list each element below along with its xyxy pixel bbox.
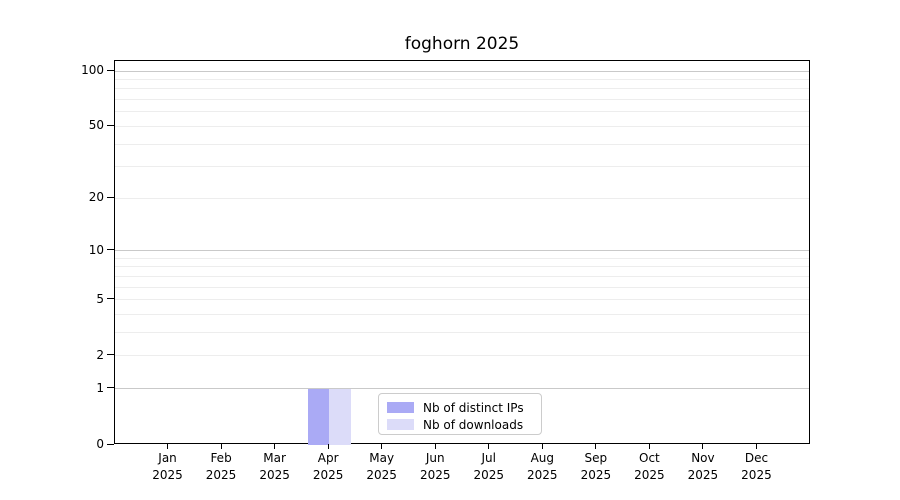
y-gridline-minor — [115, 257, 809, 259]
legend: Nb of distinct IPs Nb of downloads — [378, 393, 542, 435]
x-tick-label: Mar 2025 — [259, 451, 290, 482]
legend-swatch-distinct-ips — [387, 402, 414, 413]
y-tick-mark — [107, 298, 114, 300]
y-tick-mark — [107, 354, 114, 356]
legend-item-distinct-ips: Nb of distinct IPs — [387, 399, 533, 416]
y-tick-label: 10 — [88, 242, 104, 257]
x-tick-label: Aug 2025 — [527, 451, 558, 482]
chart-title: foghorn 2025 — [404, 34, 520, 54]
y-tick-label: 0 — [96, 437, 104, 451]
y-gridline-minor — [115, 88, 809, 90]
y-tick-mark — [107, 249, 114, 251]
x-tick-mark — [541, 444, 543, 449]
x-tick-mark — [488, 444, 490, 449]
legend-label-downloads: Nb of downloads — [423, 417, 524, 432]
x-tick-mark — [595, 444, 597, 449]
y-gridline-minor — [115, 266, 809, 268]
y-tick-mark — [107, 443, 114, 445]
y-gridline-minor — [115, 166, 809, 168]
x-tick-mark — [220, 444, 222, 449]
x-tick-label: Feb 2025 — [205, 451, 237, 482]
x-tick-mark — [648, 444, 650, 449]
x-tick-mark — [755, 444, 757, 449]
x-tick-label: Nov 2025 — [687, 451, 719, 482]
x-tick-label: Jul 2025 — [473, 451, 505, 482]
legend-item-downloads: Nb of downloads — [387, 416, 533, 433]
x-tick-mark — [167, 444, 169, 449]
x-tick-mark — [434, 444, 436, 449]
y-tick-mark — [107, 69, 114, 71]
y-tick-mark — [107, 387, 114, 389]
legend-label-distinct-ips: Nb of distinct IPs — [423, 400, 524, 415]
y-gridline-minor — [115, 111, 809, 113]
y-gridline-minor — [115, 125, 809, 127]
y-gridline-minor — [115, 275, 809, 277]
bar-downloads — [329, 388, 351, 445]
y-gridline-minor — [115, 355, 809, 357]
x-tick-label: Sep 2025 — [580, 451, 612, 482]
y-gridline-minor — [115, 143, 809, 145]
y-tick-mark — [107, 124, 114, 126]
x-tick-label: Jan 2025 — [152, 451, 183, 482]
legend-swatch-downloads — [387, 419, 414, 430]
y-gridline-minor — [115, 332, 809, 334]
y-gridline-minor — [115, 299, 809, 301]
x-tick-label: Jun 2025 — [419, 451, 451, 482]
x-tick-mark — [327, 444, 329, 449]
x-tick-mark — [274, 444, 276, 449]
y-gridline-minor — [115, 314, 809, 316]
bar-distinct-ips — [307, 388, 330, 445]
y-tick-label: 20 — [88, 190, 104, 205]
x-tick-label: May 2025 — [366, 451, 397, 482]
x-tick-label: Dec 2025 — [741, 451, 772, 482]
x-tick-label: Apr 2025 — [312, 451, 344, 482]
y-gridline-major — [115, 250, 809, 252]
y-tick-label: 100 — [81, 63, 104, 77]
y-gridline-major — [115, 388, 809, 390]
y-gridline-minor — [115, 286, 809, 288]
y-tick-mark — [107, 196, 114, 198]
y-gridline-minor — [115, 99, 809, 101]
y-tick-label: 5 — [96, 291, 104, 306]
y-tick-label: 2 — [96, 347, 104, 362]
x-tick-label: Oct 2025 — [634, 451, 665, 482]
y-tick-label: 50 — [88, 118, 104, 133]
y-gridline-major — [115, 70, 809, 72]
y-gridline-minor — [115, 197, 809, 199]
x-tick-mark — [381, 444, 383, 449]
plot-area — [114, 60, 810, 445]
y-gridline-minor — [115, 78, 809, 80]
x-tick-mark — [702, 444, 704, 449]
y-tick-label: 1 — [96, 380, 104, 395]
